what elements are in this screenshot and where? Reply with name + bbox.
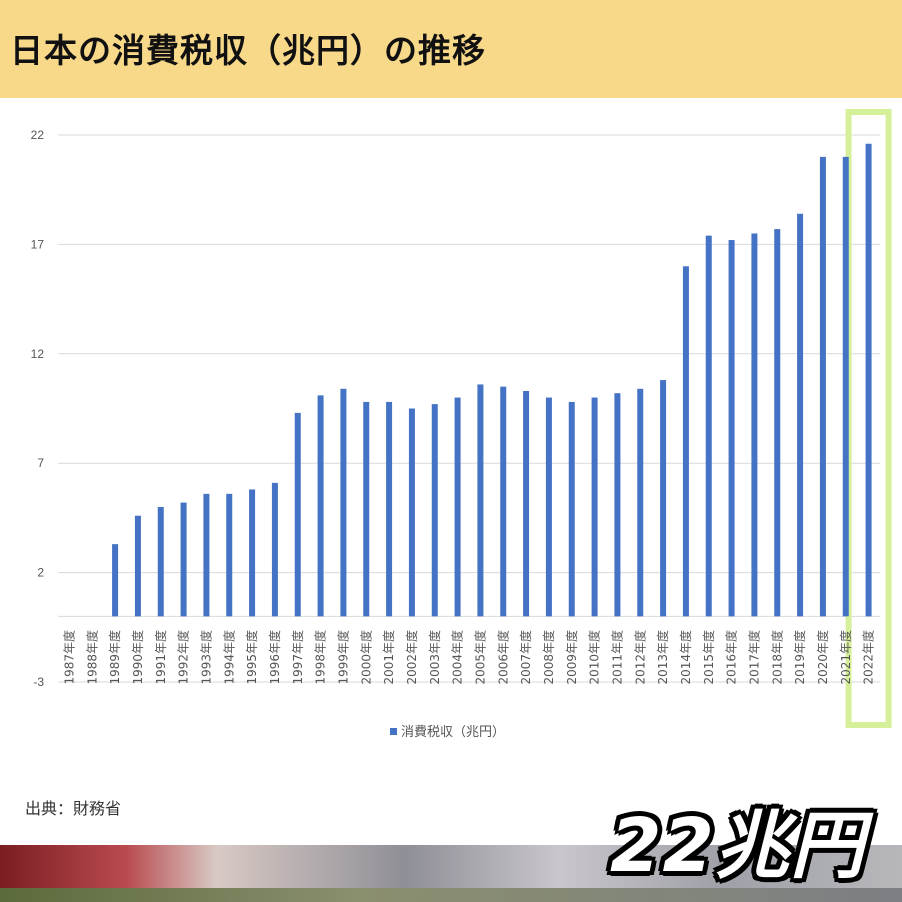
bar [819,156,826,617]
x-tick-label: 1989年度 [107,630,122,685]
bar [431,404,438,617]
x-tick-label: 1996年度 [267,630,282,685]
x-tick-label: 2005年度 [472,630,487,685]
x-tick-label: 2011年度 [609,630,624,685]
background-photo-strip [0,845,902,902]
bar [363,401,370,617]
x-tick-label: 1993年度 [198,630,213,685]
bar-chart: -3 2 7 12 17 22 1987年度 1988年度 1989年度 1990年度 1991年度… [31,109,892,740]
x-tick-label: 2000年度 [358,630,373,685]
bar [865,143,872,617]
bar [842,156,849,617]
bar [157,506,164,617]
legend-label: 消費税収（兆円） [401,725,505,740]
bar [454,397,461,617]
y-tick-label: -3 [33,675,44,689]
bar [797,213,804,617]
x-tick-label: 2010年度 [587,630,602,685]
y-tick-label: 22 [31,128,45,142]
x-tick-label: 2003年度 [427,630,442,685]
bar [386,401,393,617]
x-tick-label: 2014年度 [678,630,693,685]
bar [477,384,484,617]
bar [705,235,712,617]
bar [660,380,667,617]
bar [271,482,278,617]
x-tick-label: 1998年度 [313,630,328,685]
bar [134,515,141,617]
x-tick-label: 2015年度 [701,630,716,685]
page-title: 日本の消費税収（兆円）の推移 [10,31,486,70]
x-tick-label: 2001年度 [381,630,396,685]
x-tick-label: 2004年度 [450,630,465,685]
x-tick-label: 1990年度 [130,630,145,685]
bar [774,229,781,617]
x-tick-label: 2021年度 [838,630,853,685]
bar [523,390,530,617]
bar [408,408,415,617]
bar [682,266,689,617]
x-tick-label: 1997年度 [290,630,305,685]
bar [340,388,347,617]
legend-swatch [390,728,397,735]
bar [545,397,552,617]
x-tick-label: 2020年度 [815,630,830,685]
bar [203,493,210,617]
bar [180,502,187,617]
bar [728,240,735,617]
x-tick-label: 1991年度 [153,630,168,685]
x-tick-label: 2017年度 [746,630,761,685]
bar [568,401,575,617]
x-tick-label: 1995年度 [244,630,259,685]
x-tick-label: 2007年度 [518,630,533,685]
x-tick-label: 2009年度 [564,630,579,685]
x-tick-label: 2002年度 [404,630,419,685]
x-tick-label: 2012年度 [632,630,647,685]
title-banner: 日本の消費税収（兆円）の推移 [0,0,902,98]
bar [249,489,256,617]
x-tick-label: 2019年度 [792,630,807,685]
x-tick-label: 2022年度 [861,630,876,685]
y-tick-label: 12 [31,347,45,361]
bar [112,544,119,617]
y-tick-label: 7 [37,456,44,470]
x-tick-label: 1988年度 [84,630,99,685]
caption-overlay: 22兆円 [610,803,865,889]
source-note: 出典：財務省 [25,799,122,818]
x-tick-label: 1987年度 [61,630,76,685]
bar [751,233,758,617]
x-tick-label: 2016年度 [724,630,739,685]
bar [500,386,507,617]
x-tick-label: 2006年度 [495,630,510,685]
x-tick-label: 1999年度 [335,630,350,685]
x-tick-label: 1994年度 [221,630,236,685]
y-tick-label: 2 [37,566,44,580]
bar [591,397,598,617]
y-tick-label: 17 [31,237,45,251]
x-tick-label: 2008年度 [541,630,556,685]
bar [637,388,644,617]
bar [226,493,233,617]
bar [317,395,324,617]
bar [294,412,301,617]
x-tick-label: 2018年度 [769,630,784,685]
bar [614,393,621,617]
x-tick-label: 1992年度 [176,630,191,685]
x-tick-label: 2013年度 [655,630,670,685]
